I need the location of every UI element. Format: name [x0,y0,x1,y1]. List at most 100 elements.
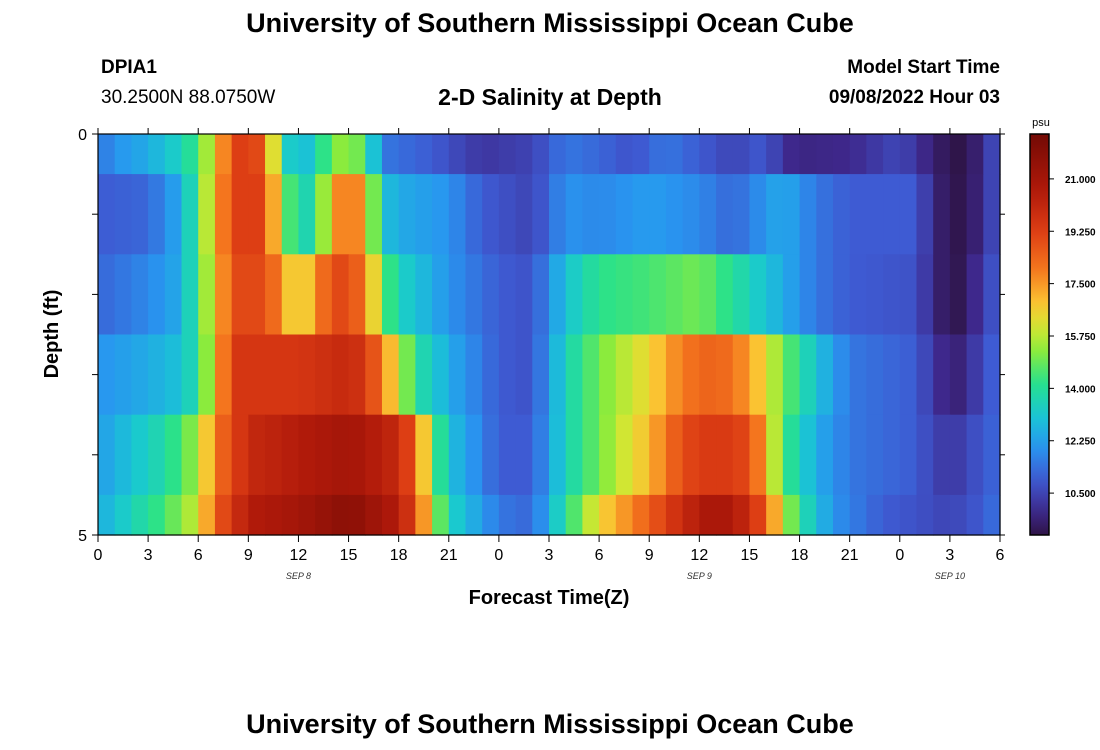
heatmap-cell [649,174,667,255]
colorbar-tick-label: 21.000 [1065,175,1096,186]
heatmap-cell [665,334,684,416]
heatmap-cell [899,334,918,416]
heatmap-cell [498,134,517,175]
heatmap-cell [615,494,634,536]
heatmap-cell [131,414,149,496]
heatmap-cell [582,174,600,255]
heatmap-cell [482,494,500,536]
heatmap-cell [682,174,700,255]
heatmap-cell [114,254,132,336]
heatmap-cell [231,494,249,536]
heatmap-cell [632,334,650,416]
heatmap-cell [248,414,266,496]
x-tick-label: 15 [340,547,358,564]
heatmap-cell [883,254,901,336]
heatmap-cell [114,174,132,255]
heatmap-cell [699,334,717,416]
heatmap-cell [432,494,450,536]
heatmap-cell [899,254,918,336]
heatmap-cell [181,254,199,336]
heatmap-cell [198,494,216,536]
heatmap-cell [816,334,834,416]
heatmap-cell [448,414,467,496]
heatmap-cell [916,254,934,336]
heatmap-cell [565,254,583,336]
heatmap-cell [532,254,550,336]
heatmap-cell [114,334,132,416]
heatmap-cell [632,254,650,336]
heatmap-cell [532,174,550,255]
heatmap-cell [248,494,266,536]
heatmap-cell [465,334,483,416]
heatmap-cell [933,134,951,175]
heatmap-cell [532,414,550,496]
heatmap-cell [615,334,634,416]
heatmap-cell [331,494,350,536]
heatmap-cell [749,414,767,496]
heatmap-cell [632,494,650,536]
heatmap-cell [549,174,567,255]
heatmap-cell [599,254,617,336]
heatmap-cell [883,414,901,496]
colorbar-gradient [1029,133,1050,536]
heatmap-row-0 [98,134,1001,175]
heatmap-cell [732,134,751,175]
x-tick-label: 3 [144,547,153,564]
heatmap-cell [565,494,583,536]
heatmap-cell [549,254,567,336]
heatmap-cell [98,494,116,536]
heatmap-cell [665,134,684,175]
heatmap-cell [265,174,283,255]
heatmap-cell [933,334,951,416]
heatmap-cell [164,334,183,416]
heatmap-cell [682,494,700,536]
heatmap-cell [315,494,333,536]
heatmap-cell [716,134,734,175]
heatmap-cell [348,414,366,496]
heatmap-cell [214,414,233,496]
heatmap-cell [832,334,851,416]
y-tick-label: 5 [78,528,87,545]
footer-title: University of Southern Mississippi Ocean… [246,709,854,739]
heatmap-cell [983,254,1001,336]
heatmap-cell [248,334,266,416]
x-tick-label: 3 [545,547,554,564]
heatmap-cell [549,334,567,416]
heatmap-cell [883,334,901,416]
heatmap-cell [515,334,533,416]
heatmap-cell [682,334,700,416]
heatmap-cell [649,254,667,336]
heatmap-cell [649,414,667,496]
heatmap-cell [933,254,951,336]
heatmap-cell [231,174,249,255]
heatmap-cell [131,174,149,255]
heatmap-cell [899,494,918,536]
heatmap-cell [432,334,450,416]
heatmap-cell [749,334,767,416]
heatmap-cell [114,134,132,175]
heatmap-cell [164,494,183,536]
heatmap-cell [98,254,116,336]
heatmap-cell [148,254,166,336]
heatmap-cell [649,134,667,175]
heatmap-cell [248,174,266,255]
heatmap-cell [916,494,934,536]
page-title: University of Southern Mississippi Ocean… [246,8,854,38]
heatmap-cell [532,134,550,175]
heatmap-cell [699,494,717,536]
heatmap-cell [98,134,116,175]
heatmap-cell [248,134,266,175]
heatmap-cell [398,174,416,255]
heatmap-cell [181,174,199,255]
x-tick-label: 6 [996,547,1005,564]
heatmap-cell [816,414,834,496]
heatmap-cell [348,174,366,255]
heatmap-cell [281,414,300,496]
heatmap-cell [214,174,233,255]
x-tick-label: 21 [841,547,859,564]
heatmap-cell [98,174,116,255]
heatmap-cell [265,414,283,496]
colorbar-tick-label: 14.000 [1065,384,1096,395]
heatmap-cell [832,134,851,175]
